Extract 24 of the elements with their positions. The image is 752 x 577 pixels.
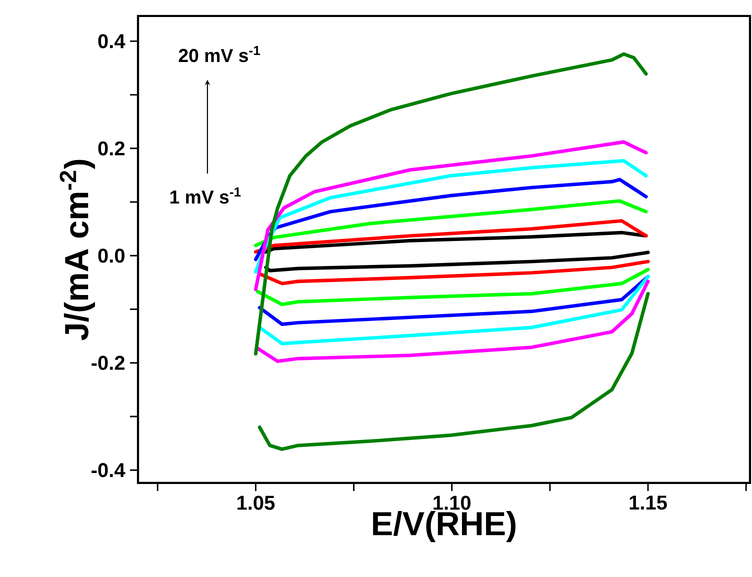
- x-tick-label: 1.10: [434, 496, 470, 510]
- y-axis-title: J/(mA cm$^{-2}$): [60, 160, 96, 340]
- annotation: 1 mV s$^{-1}$: [170, 188, 241, 204]
- line-series: [254, 159, 648, 274]
- line-series: [258, 274, 650, 346]
- y-tick-label: 0.0: [98, 248, 124, 263]
- y-tick-label: -0.4: [92, 463, 126, 478]
- line-series: [254, 140, 648, 292]
- line-series: [256, 280, 650, 364]
- x-axis-title: E/V(RHE): [373, 511, 516, 542]
- x-tick-label: 1.05: [237, 496, 275, 510]
- line-series: [254, 178, 648, 262]
- line-series: [258, 292, 650, 451]
- y-tick-label: 0.2: [98, 141, 124, 156]
- line-series: [254, 219, 648, 254]
- annotation: 20 mV s$^{-1}$: [178, 46, 260, 62]
- y-tick-label: 0.4: [98, 34, 126, 48]
- line-series: [254, 199, 648, 248]
- line-series: [258, 260, 650, 286]
- line-series: [264, 230, 648, 254]
- y-tick-label: -0.2: [92, 356, 124, 370]
- line-series: [264, 250, 650, 272]
- line-series: [256, 268, 650, 306]
- x-tick-label: 1.15: [630, 496, 667, 510]
